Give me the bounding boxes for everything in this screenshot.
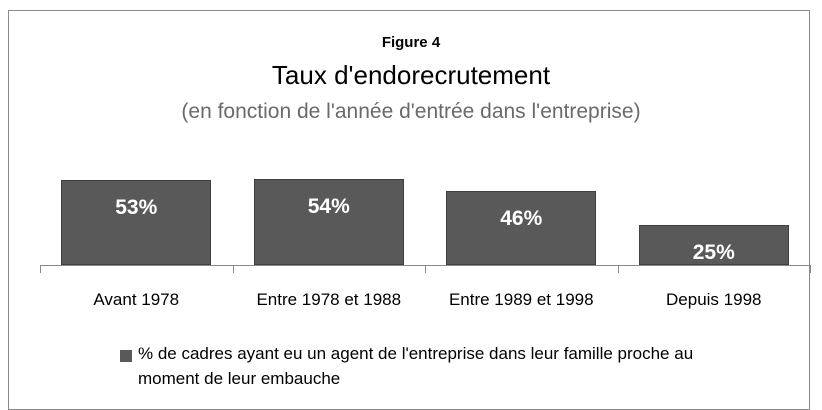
- bar: [446, 191, 597, 265]
- bar: [638, 225, 789, 265]
- legend-key: [120, 350, 132, 362]
- bar: [253, 178, 404, 265]
- x-tick-label: Depuis 1998: [666, 290, 762, 309]
- bar: [61, 180, 212, 265]
- x-tick: [425, 265, 426, 273]
- x-tick: [617, 265, 619, 273]
- chart-supertitle: Figure 4: [381, 34, 441, 51]
- chart-title: Taux d'endorecrutement: [271, 60, 551, 90]
- data-label: 46%: [500, 207, 543, 231]
- x-tick-label: Avant 1978: [93, 290, 180, 309]
- data-label: 53%: [115, 196, 158, 220]
- data-label: 25%: [692, 241, 735, 264]
- x-tick-label: Entre 1989 et 1998: [448, 290, 594, 309]
- x-tick: [40, 265, 41, 273]
- legend-label: % de cadres ayant eu un agent de l'entre…: [138, 344, 694, 388]
- x-tick: [232, 265, 234, 273]
- data-label: 54%: [307, 194, 350, 218]
- x-tick-label: Entre 1978 et 1988: [256, 290, 402, 309]
- chart-subtitle: (en fonction de l'année d'entrée dans l'…: [181, 100, 641, 123]
- x-tick: [810, 265, 811, 273]
